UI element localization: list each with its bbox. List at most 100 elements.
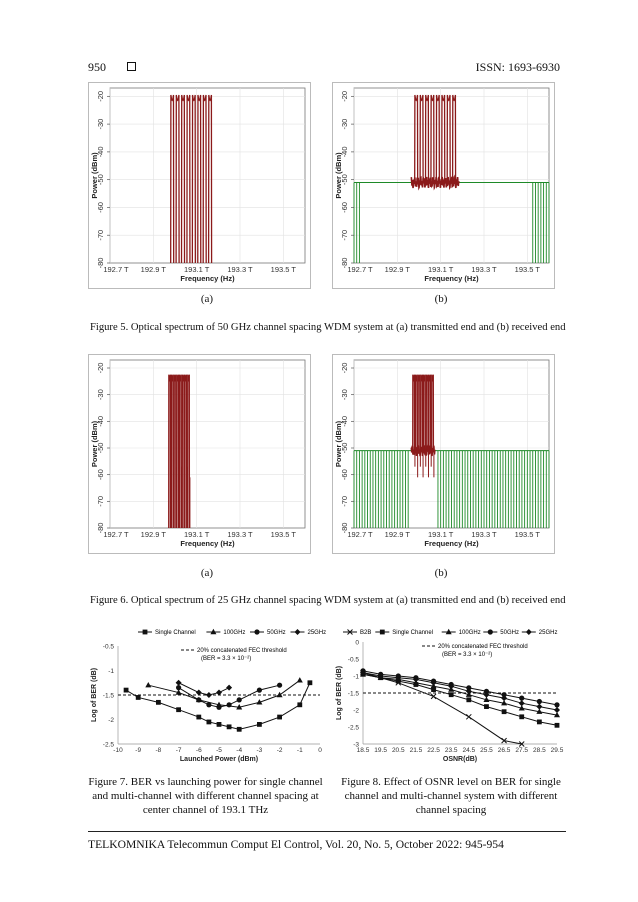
channel-peak [435, 94, 440, 183]
legend-label: 50GHz [267, 630, 286, 636]
checkbox-square-icon [127, 62, 136, 71]
series-b2b [360, 669, 525, 747]
y-tick-label: -20 [96, 363, 105, 374]
caption-line: Figure 7. BER vs launching power for sin… [88, 776, 323, 788]
x-tick-label: 193.1 T [184, 530, 210, 539]
footer-rule [88, 831, 566, 832]
y-tick-label: -50 [340, 174, 349, 185]
y-tick-label: -60 [340, 469, 349, 480]
x-tick-label: -3 [257, 747, 263, 754]
legend-label: 50GHz [500, 630, 519, 636]
series-100ghz [360, 671, 560, 718]
marker-diamond [554, 707, 560, 713]
y-tick-label: -1.5 [348, 691, 360, 698]
x-tick-label: 193.3 T [471, 530, 497, 539]
y-tick-label: -70 [96, 496, 105, 507]
y-tick-label: -0.5 [103, 644, 115, 651]
channel-peak [420, 374, 424, 451]
marker-circle [483, 688, 490, 694]
marker-diamond [430, 679, 437, 686]
marker-circle [206, 702, 212, 708]
y-tick-label: -1 [108, 668, 114, 675]
channel-peak [191, 94, 196, 264]
channel-peak [446, 94, 451, 183]
marker-circle [256, 687, 262, 693]
y-tick-label: -60 [96, 202, 105, 213]
y-tick-label: -1 [353, 674, 359, 681]
y-tick-label: -40 [340, 146, 349, 157]
y-tick-label: -40 [340, 416, 349, 427]
x-tick-label: -5 [216, 747, 222, 754]
marker-diamond [360, 669, 366, 676]
x-tick-label: 192.9 T [385, 530, 411, 539]
x-tick-label: 193.3 T [471, 265, 497, 274]
y-axis-label: Log of BER (dB) [336, 666, 343, 720]
y-tick-label: -30 [96, 119, 105, 130]
x-tick-label: 21.5 [410, 747, 423, 754]
y-tick-label: -20 [340, 91, 349, 102]
series-line [148, 679, 301, 708]
x-tick-label: 192.7 T [347, 265, 373, 274]
x-tick-label: 192.9 T [385, 265, 411, 274]
caption-line: Figure 8. Effect of OSNR level on BER fo… [341, 776, 561, 788]
legend-label: Single Channel [155, 630, 196, 636]
y-axis-label: Log of BER (dB) [91, 668, 98, 722]
marker-square [226, 724, 232, 730]
series-50ghz [176, 682, 283, 710]
issn: ISSN: 1693-6930 [475, 60, 560, 74]
x-tick-label: -1 [297, 747, 303, 754]
x-tick-label: 24.5 [462, 747, 475, 754]
marker-triangle [536, 708, 543, 714]
channel-peak [186, 94, 191, 264]
y-tick-label: -80 [96, 258, 105, 269]
marker-square [277, 714, 282, 720]
ase-bars [353, 181, 550, 263]
y-tick-label: -2 [108, 717, 114, 724]
marker-diamond [518, 700, 525, 707]
caption-line: center channel of 193.1 THz [142, 804, 269, 816]
x-tick-label: 193.5 T [271, 530, 297, 539]
y-tick-label: -30 [96, 389, 105, 400]
y-tick-label: -20 [340, 363, 349, 374]
marker-x [430, 693, 437, 700]
marker-diamond [525, 629, 532, 635]
x-tick-label: 0 [318, 747, 322, 754]
channel-peak [417, 374, 421, 451]
channel-peak [430, 94, 435, 183]
channel-peak [173, 374, 177, 529]
x-tick-label: 22.5 [427, 747, 440, 754]
marker-circle [196, 697, 202, 703]
y-tick-label: -60 [340, 202, 349, 213]
marker-square [257, 722, 262, 727]
caption-line: and multi-channel with different channel… [92, 790, 319, 802]
marker-diamond [483, 691, 490, 698]
channel-peak [168, 374, 172, 529]
figure-7-caption: Figure 7. BER vs launching power for sin… [88, 775, 323, 817]
x-tick-label: 193.1 T [428, 530, 454, 539]
channel-peak [422, 374, 426, 451]
marker-circle [466, 685, 472, 691]
y-tick-label: -80 [340, 258, 349, 269]
y-tick-label: -50 [96, 443, 105, 454]
channel-peak [170, 374, 174, 529]
y-tick-label: -40 [96, 416, 105, 427]
x-tick-label: 193.3 T [227, 265, 253, 274]
x-tick-label: 18.5 [357, 747, 370, 754]
marker-diamond [536, 703, 543, 710]
y-tick-label: -30 [340, 119, 349, 130]
threshold-ber-label: (BER = 3.3 × 10⁻²) [201, 656, 251, 662]
x-tick-label: 193.1 T [428, 265, 454, 274]
page-number: 950 [88, 60, 106, 74]
channel-peak [178, 374, 182, 529]
x-tick-label: 192.9 T [141, 530, 167, 539]
legend-item: 25GHz [521, 629, 557, 636]
series-25ghz [360, 669, 560, 713]
marker-x [518, 741, 525, 747]
marker-triangle [276, 691, 283, 698]
x-tick-label: 192.9 T [141, 265, 167, 274]
footer-text: TELKOMNIKA Telecommun Comput El Control,… [88, 838, 504, 851]
y-tick-label: -1.5 [103, 693, 115, 700]
marker-triangle [501, 700, 508, 706]
y-tick-label: -3 [353, 742, 359, 749]
